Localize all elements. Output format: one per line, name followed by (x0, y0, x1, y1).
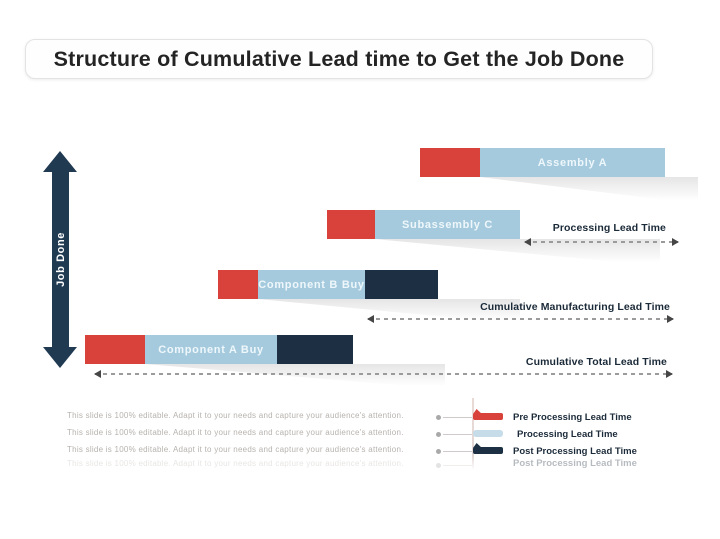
legend-swatch-post-processing (473, 447, 503, 454)
bar-label: Assembly A (537, 156, 608, 169)
connector-dot-icon (436, 463, 441, 468)
bar-label: Component B Buy (258, 278, 365, 291)
connector-line (443, 417, 472, 418)
job-done-axis-label: Job Done (54, 231, 67, 287)
legend-label-pre-processing: Pre Processing Lead Time (513, 412, 632, 423)
connector-dot-icon (436, 449, 441, 454)
post-processing-segment (365, 270, 438, 299)
legend-swatch-pre-processing (473, 413, 503, 420)
bar-label: Component A Buy (158, 343, 264, 356)
processing-segment: Assembly A (480, 148, 665, 177)
post-processing-segment (277, 335, 353, 364)
connector-dot-icon (436, 415, 441, 420)
editable-note: This slide is 100% editable. Adapt it to… (67, 411, 404, 420)
processing-lead-time-label: Processing Lead Time (552, 222, 666, 234)
pre-processing-segment (420, 148, 480, 177)
editable-note: This slide is 100% editable. Adapt it to… (67, 459, 404, 468)
pre-processing-segment (218, 270, 258, 299)
cumulative-manufacturing-lead-time-label: Cumulative Manufacturing Lead Time (480, 301, 670, 313)
cumulative-total-lead-time-label: Cumulative Total Lead Time (525, 356, 667, 368)
job-done-arrow: Job Done (52, 170, 69, 348)
cumulative-manufacturing-lead-time-arrow (367, 315, 674, 323)
connector-line (443, 465, 472, 466)
pre-processing-segment (85, 335, 145, 364)
legend-label-ghost: Post Processing Lead Time (513, 458, 637, 469)
connector-line (443, 451, 472, 452)
legend-label-post-processing: Post Processing Lead Time (513, 446, 637, 457)
processing-segment: Component B Buy (258, 270, 365, 299)
bar-subassembly-c: Subassembly C (327, 210, 520, 239)
slide-title-box: Structure of Cumulative Lead time to Get… (25, 39, 653, 79)
cumulative-total-lead-time-arrow (94, 370, 673, 378)
job-done-arrowhead-down-icon (43, 347, 77, 368)
bar-component-a-buy: Component A Buy (85, 335, 353, 364)
bar-shadow (375, 239, 660, 266)
editable-note: This slide is 100% editable. Adapt it to… (67, 445, 404, 454)
processing-segment: Component A Buy (145, 335, 277, 364)
slide-title: Structure of Cumulative Lead time to Get… (53, 46, 625, 71)
bar-component-b-buy: Component B Buy (218, 270, 438, 299)
bar-assembly-a: Assembly A (420, 148, 665, 177)
editable-note: This slide is 100% editable. Adapt it to… (67, 428, 404, 437)
pre-processing-segment (327, 210, 375, 239)
processing-segment: Subassembly C (375, 210, 520, 239)
legend-label-processing: Processing Lead Time (517, 429, 618, 440)
processing-lead-time-arrow (524, 238, 679, 246)
connector-line (443, 434, 472, 435)
connector-dot-icon (436, 432, 441, 437)
bar-shadow (480, 177, 698, 204)
bar-label: Subassembly C (401, 218, 494, 231)
job-done-arrowhead-up-icon (43, 151, 77, 172)
legend-swatch-processing (473, 430, 503, 437)
